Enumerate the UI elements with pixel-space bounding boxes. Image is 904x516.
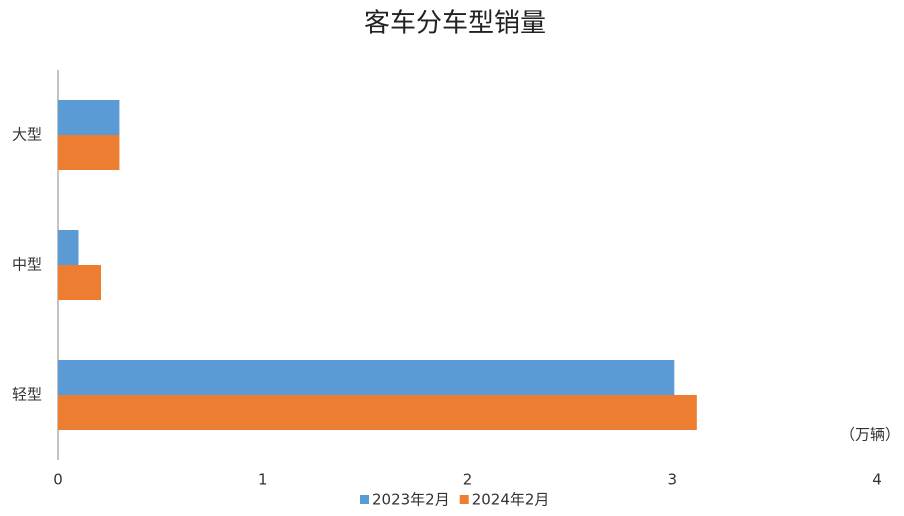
unit-annotation: （万辆） — [840, 426, 900, 444]
bar — [58, 360, 675, 395]
chart-title: 客车分车型销量 — [364, 9, 546, 39]
x-tick-label: 2 — [463, 471, 473, 489]
bar — [58, 265, 101, 300]
bar — [58, 100, 120, 135]
bar — [58, 395, 697, 430]
x-tick-label: 0 — [53, 471, 63, 489]
x-tick-label: 1 — [258, 471, 268, 489]
bar — [58, 230, 79, 265]
y-tick-label: 中型 — [12, 256, 42, 274]
y-tick-label: 大型 — [12, 126, 42, 144]
x-tick-label: 3 — [667, 471, 677, 489]
legend-label: 2023年2月 — [372, 491, 450, 509]
legend-swatch — [360, 495, 369, 504]
legend-label: 2024年2月 — [472, 491, 550, 509]
x-tick-label: 4 — [872, 471, 882, 489]
y-tick-label: 轻型 — [12, 386, 42, 404]
legend-swatch — [459, 495, 469, 504]
bar — [58, 135, 120, 170]
